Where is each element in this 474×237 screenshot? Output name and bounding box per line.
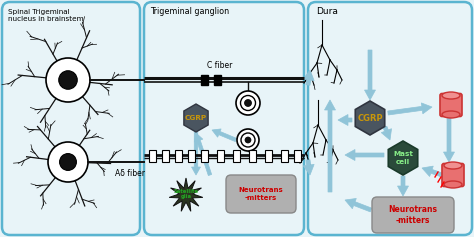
Polygon shape [325,100,336,192]
Polygon shape [303,70,314,85]
Polygon shape [194,133,212,176]
FancyBboxPatch shape [2,2,140,235]
Polygon shape [303,160,314,175]
Bar [162,150,169,162]
Bar [215,75,221,85]
Circle shape [59,71,77,89]
Circle shape [245,137,251,143]
Bar [281,150,288,162]
Text: Spinal Trigeminal
nucleus in brainstem: Spinal Trigeminal nucleus in brainstem [8,9,83,22]
Circle shape [46,58,90,102]
Text: C fiber: C fiber [207,60,233,69]
Text: Trigeminal ganglion: Trigeminal ganglion [150,7,229,16]
FancyBboxPatch shape [442,164,464,187]
Bar [294,150,301,162]
Circle shape [240,96,255,110]
Bar [188,150,195,162]
Polygon shape [444,118,455,162]
Polygon shape [422,166,443,177]
Bar [201,75,209,85]
Text: Neurotrans
-mitters: Neurotrans -mitters [389,205,438,225]
Polygon shape [398,176,409,196]
FancyBboxPatch shape [440,94,462,117]
Bar [265,150,272,162]
Bar [233,150,240,162]
Circle shape [245,100,252,106]
Polygon shape [345,198,372,212]
Ellipse shape [442,92,460,99]
Polygon shape [388,103,432,115]
Polygon shape [388,141,418,175]
Circle shape [48,142,88,182]
Circle shape [60,154,76,170]
Circle shape [237,129,259,151]
FancyBboxPatch shape [226,175,296,213]
Bar [249,150,256,162]
Polygon shape [184,104,208,132]
FancyBboxPatch shape [144,2,304,235]
Polygon shape [381,126,392,140]
Polygon shape [356,101,385,135]
Bar [217,150,224,162]
Polygon shape [169,178,203,211]
Ellipse shape [442,111,460,118]
Polygon shape [345,150,384,160]
Polygon shape [338,114,352,126]
Bar [175,150,182,162]
Ellipse shape [444,181,462,188]
Text: Dura: Dura [316,7,338,16]
Bar [149,150,156,162]
Text: CGRP: CGRP [185,115,207,121]
FancyBboxPatch shape [372,197,454,233]
Polygon shape [212,129,237,142]
Text: Satellite
glia: Satellite glia [173,189,199,199]
Text: Mast
cell: Mast cell [393,151,413,164]
Text: CGRP: CGRP [357,114,383,123]
Text: Neurotrans
-mitters: Neurotrans -mitters [238,187,283,201]
Bar [201,150,208,162]
Ellipse shape [444,162,462,169]
Text: Aδ fiber: Aδ fiber [115,169,145,178]
Polygon shape [365,50,375,100]
Circle shape [241,133,255,147]
Circle shape [236,91,260,115]
FancyBboxPatch shape [308,2,472,235]
Polygon shape [191,132,201,175]
